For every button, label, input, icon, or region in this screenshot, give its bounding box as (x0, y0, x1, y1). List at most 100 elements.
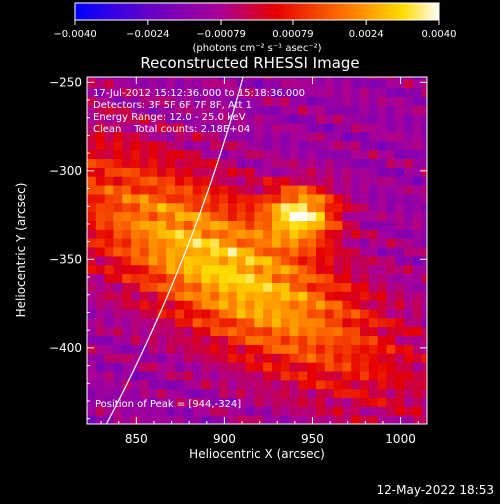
heatmap-cell (87, 77, 97, 80)
heatmap-cell (113, 123, 123, 133)
heatmap-cell (254, 211, 264, 221)
heatmap-cell (236, 255, 247, 266)
heatmap-cell (360, 415, 370, 424)
heatmap-cell (263, 193, 273, 204)
heatmap-cell (166, 291, 176, 301)
heatmap-cell (219, 158, 229, 168)
heatmap-cell (236, 406, 247, 416)
heatmap-cell (113, 158, 123, 168)
heatmap-cell (95, 300, 106, 310)
heatmap-cell (236, 273, 247, 283)
heatmap-cell (87, 300, 97, 310)
heatmap-cell (395, 246, 405, 257)
heatmap-cell (316, 184, 326, 195)
heatmap-cell (122, 140, 132, 151)
heatmap-cell (236, 415, 247, 424)
heatmap-cell (351, 282, 361, 292)
heatmap-cell (148, 291, 159, 301)
heatmap-cell (227, 220, 238, 230)
heatmap-cell (271, 238, 282, 248)
heatmap-cell (386, 131, 396, 142)
heatmap-cell (298, 326, 308, 337)
heatmap-cell (316, 335, 326, 345)
heatmap-cell (157, 96, 167, 106)
heatmap-cell (307, 211, 317, 221)
heatmap-cell (104, 96, 115, 106)
heatmap-cell (236, 379, 247, 390)
heatmap-cell (254, 291, 264, 301)
heatmap-cell (210, 202, 220, 213)
heatmap-cell (139, 344, 150, 354)
heatmap-cell (183, 415, 194, 424)
heatmap-cell (131, 105, 141, 115)
heatmap-cell (386, 193, 396, 204)
heatmap-cell (289, 131, 299, 142)
heatmap-cell (395, 158, 405, 168)
heatmap-cell (307, 184, 317, 195)
heatmap-cell (280, 105, 291, 115)
heatmap-cell (360, 388, 370, 399)
heatmap-cell (113, 77, 123, 80)
y-tick-label: −300 (49, 164, 82, 178)
heatmap-cell (289, 123, 299, 133)
heatmap-cell (395, 149, 405, 160)
heatmap-cell (368, 184, 379, 195)
heatmap-cell (395, 193, 405, 204)
heatmap-cell (113, 362, 123, 372)
heatmap-cell (377, 406, 388, 416)
heatmap-cell (175, 246, 185, 257)
heatmap-cell (377, 317, 388, 328)
heatmap-cell (316, 211, 326, 221)
heatmap-cell (139, 131, 150, 142)
heatmap-cell (342, 229, 352, 239)
heatmap-cell (289, 176, 299, 186)
heatmap-cell (412, 415, 423, 424)
heatmap-cell (324, 264, 335, 275)
heatmap-cell (395, 317, 405, 328)
heatmap-cell (324, 238, 335, 248)
heatmap-cell (122, 300, 132, 310)
heatmap-cell (307, 255, 317, 266)
heatmap-cell (395, 353, 405, 363)
heatmap-cell (254, 123, 264, 133)
heatmap-cell (395, 264, 405, 275)
heatmap-cell (377, 220, 388, 230)
heatmap-cell (307, 308, 317, 319)
heatmap-cell (227, 264, 238, 275)
heatmap-cell (412, 370, 423, 381)
heatmap-cell (219, 291, 229, 301)
heatmap-cell (289, 370, 299, 381)
heatmap-cell (263, 96, 273, 106)
heatmap-cell (192, 406, 203, 416)
heatmap-cell (421, 238, 427, 248)
heatmap-cell (404, 282, 414, 292)
heatmap-cell (386, 308, 396, 319)
heatmap-cell (236, 87, 247, 98)
heatmap-cell (263, 291, 273, 301)
heatmap-cell (324, 78, 335, 89)
heatmap-cell (166, 193, 176, 204)
heatmap-cell (104, 158, 115, 168)
heatmap-cell (333, 78, 344, 89)
heatmap-cell (386, 96, 396, 106)
heatmap-cell (236, 326, 247, 337)
heatmap-cell (280, 176, 291, 186)
heatmap-cell (368, 379, 379, 390)
heatmap-cell (219, 211, 229, 221)
heatmap-cell (183, 220, 194, 230)
heatmap-cell (404, 140, 414, 151)
heatmap-cell (298, 388, 308, 399)
heatmap-cell (351, 140, 361, 151)
heatmap-cell (227, 344, 238, 354)
heatmap-cell (104, 202, 115, 213)
heatmap-cell (271, 96, 282, 106)
heatmap-cell (87, 202, 97, 213)
heatmap-cell (351, 300, 361, 310)
heatmap-cell (412, 202, 423, 213)
heatmap-cell (183, 131, 194, 142)
heatmap-cell (245, 370, 255, 381)
heatmap-cell (368, 344, 379, 354)
heatmap-cell (95, 282, 106, 292)
heatmap-cell (122, 77, 132, 80)
heatmap-cell (148, 326, 159, 337)
